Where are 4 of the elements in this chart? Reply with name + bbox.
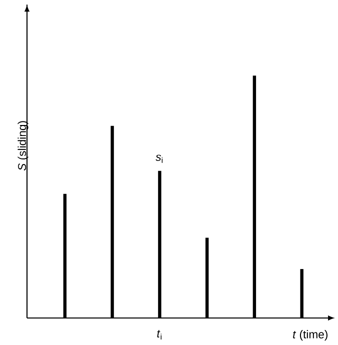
text: t$_{i}$	[157, 330, 162, 340]
y-axis-title: S (sliding)	[18, 121, 28, 171]
x-axis-title: t (time)	[293, 330, 328, 341]
annotation: s$_{i}$	[156, 154, 163, 163]
